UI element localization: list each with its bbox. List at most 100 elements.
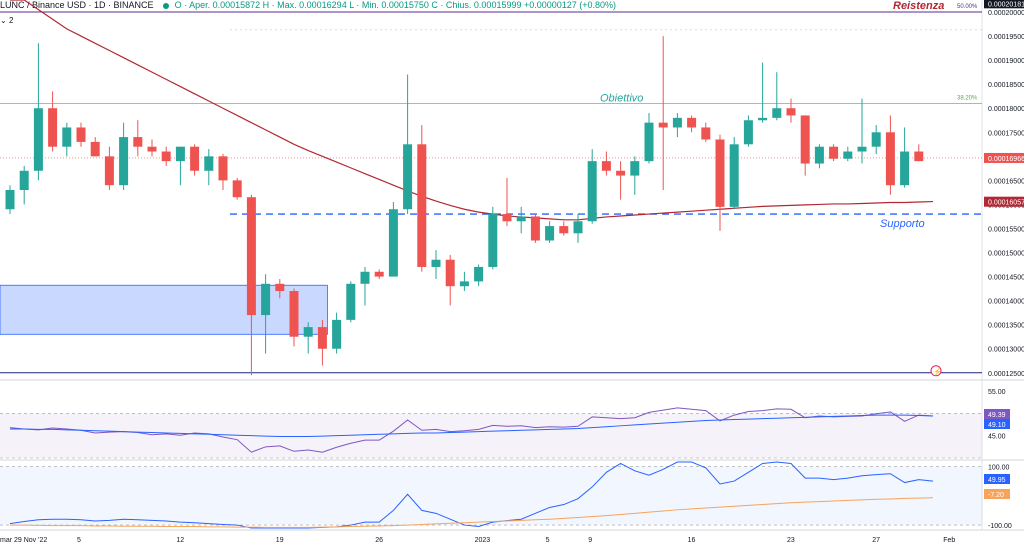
chart-header: LUNC / Binance USD · 1D · BINANCE O · Ap… bbox=[0, 0, 980, 14]
candle-body bbox=[19, 170, 29, 190]
candle-body bbox=[701, 127, 711, 140]
price-tick-label: 0.00019500 bbox=[988, 34, 1024, 41]
moving-average-line bbox=[10, 0, 934, 221]
price-tick-label: 0.00020000 bbox=[988, 10, 1024, 17]
currency-label: BUSD bbox=[990, 3, 1009, 10]
candle-body bbox=[147, 146, 157, 152]
candle-body bbox=[417, 144, 427, 267]
price-tick-label: 0.00018500 bbox=[988, 82, 1024, 89]
candle-body bbox=[62, 127, 72, 147]
candle-body bbox=[133, 137, 143, 147]
candle-body bbox=[431, 259, 441, 267]
price-tick-label: 0.00017000 bbox=[988, 154, 1024, 161]
candle-body bbox=[545, 226, 555, 241]
candle-body bbox=[218, 156, 228, 181]
candle-body bbox=[530, 216, 540, 241]
candle-body bbox=[772, 108, 782, 118]
rsi-value-box bbox=[984, 409, 1010, 419]
time-tick-label: 23 bbox=[787, 537, 795, 544]
osc-tick-label: 100.00 bbox=[988, 464, 1010, 471]
osc-value-box bbox=[984, 489, 1010, 499]
candle-body bbox=[445, 259, 455, 287]
time-tick-label: 27 bbox=[872, 537, 880, 544]
candle-body bbox=[388, 209, 398, 277]
candle-body bbox=[587, 161, 597, 222]
rsi-value-box bbox=[984, 419, 1010, 429]
alert-icon bbox=[930, 365, 942, 377]
rsi-tick-label: 45.00 bbox=[988, 434, 1006, 441]
osc-value-box bbox=[984, 474, 1010, 484]
candle-body bbox=[502, 214, 512, 222]
candle-body bbox=[346, 283, 356, 320]
price-label-box bbox=[984, 0, 1024, 9]
rsi-value-label: 49.10 bbox=[988, 422, 1006, 429]
candle-body bbox=[786, 108, 796, 116]
fib-382-label: 38.20% bbox=[957, 95, 978, 101]
candle-body bbox=[488, 214, 498, 267]
candle-body bbox=[616, 170, 626, 176]
candle-body bbox=[119, 137, 129, 186]
price-tick-label: 0.00018000 bbox=[988, 106, 1024, 113]
time-tick-label: 5 bbox=[546, 537, 550, 544]
candle-body bbox=[814, 146, 824, 164]
time-tick-label: 2023 bbox=[475, 537, 491, 544]
market-status-icon bbox=[163, 2, 170, 9]
alert-icon-glyph: ⚡ bbox=[933, 367, 942, 376]
candle-body bbox=[900, 151, 910, 186]
time-tick-label: 12 bbox=[176, 537, 184, 544]
time-tick-label: mar 29 Nov '22 bbox=[0, 537, 47, 544]
candle-body bbox=[800, 115, 810, 164]
indicator-toggle[interactable]: ⌄ 2 bbox=[0, 16, 14, 25]
candle-body bbox=[559, 226, 569, 234]
symbol-label[interactable]: LUNC / Binance USD · 1D · BINANCE bbox=[0, 0, 154, 10]
price-tick-label: 0.00015000 bbox=[988, 251, 1024, 258]
time-tick-label: 26 bbox=[375, 537, 383, 544]
osc-series-line bbox=[10, 497, 934, 528]
price-label-text: 0.00016966 bbox=[988, 156, 1024, 163]
candle-body bbox=[275, 283, 285, 292]
candle-body bbox=[261, 283, 271, 316]
candle-body bbox=[644, 122, 654, 162]
candle-body bbox=[161, 151, 171, 162]
price-tick-label: 0.00016000 bbox=[988, 202, 1024, 209]
candle-body bbox=[403, 144, 413, 210]
candle-body bbox=[90, 141, 100, 157]
osc-value-label: 49.95 bbox=[988, 477, 1006, 484]
candle-body bbox=[672, 117, 682, 128]
price-tick-label: 0.00019000 bbox=[988, 58, 1024, 65]
time-tick-label: 19 bbox=[276, 537, 284, 544]
time-tick-label: 5 bbox=[77, 537, 81, 544]
candle-body bbox=[104, 156, 114, 186]
candle-body bbox=[76, 127, 86, 142]
candle-body bbox=[743, 120, 753, 145]
candle-body bbox=[289, 291, 299, 337]
rsi-series-line bbox=[9, 407, 934, 453]
candle-body bbox=[687, 117, 697, 128]
osc-series-line bbox=[9, 461, 934, 529]
candle-body bbox=[914, 151, 924, 162]
price-label-text: 0.00020181 bbox=[988, 1, 1024, 8]
candle-body bbox=[360, 271, 370, 284]
candle-body bbox=[246, 197, 256, 316]
candle-body bbox=[516, 216, 526, 222]
price-tick-label: 0.00015500 bbox=[988, 226, 1024, 233]
candle-body bbox=[317, 327, 327, 349]
candle-body bbox=[5, 190, 15, 210]
support-label: Supporto bbox=[880, 218, 925, 230]
candle-body bbox=[459, 281, 469, 287]
candle-body bbox=[474, 266, 484, 282]
price-tick-label: 0.00013000 bbox=[988, 347, 1024, 354]
rsi-tick-label: 55.00 bbox=[988, 389, 1006, 396]
rsi-band bbox=[0, 413, 982, 458]
price-tick-label: 0.00014500 bbox=[988, 275, 1024, 282]
osc-band bbox=[0, 466, 982, 526]
indicator-count: 2 bbox=[8, 16, 14, 25]
candle-body bbox=[332, 319, 342, 349]
candle-body bbox=[658, 122, 668, 128]
candle-body bbox=[374, 271, 384, 277]
candle-body bbox=[630, 161, 640, 176]
price-label-box bbox=[984, 196, 1024, 207]
price-tick-label: 0.00016500 bbox=[988, 178, 1024, 185]
